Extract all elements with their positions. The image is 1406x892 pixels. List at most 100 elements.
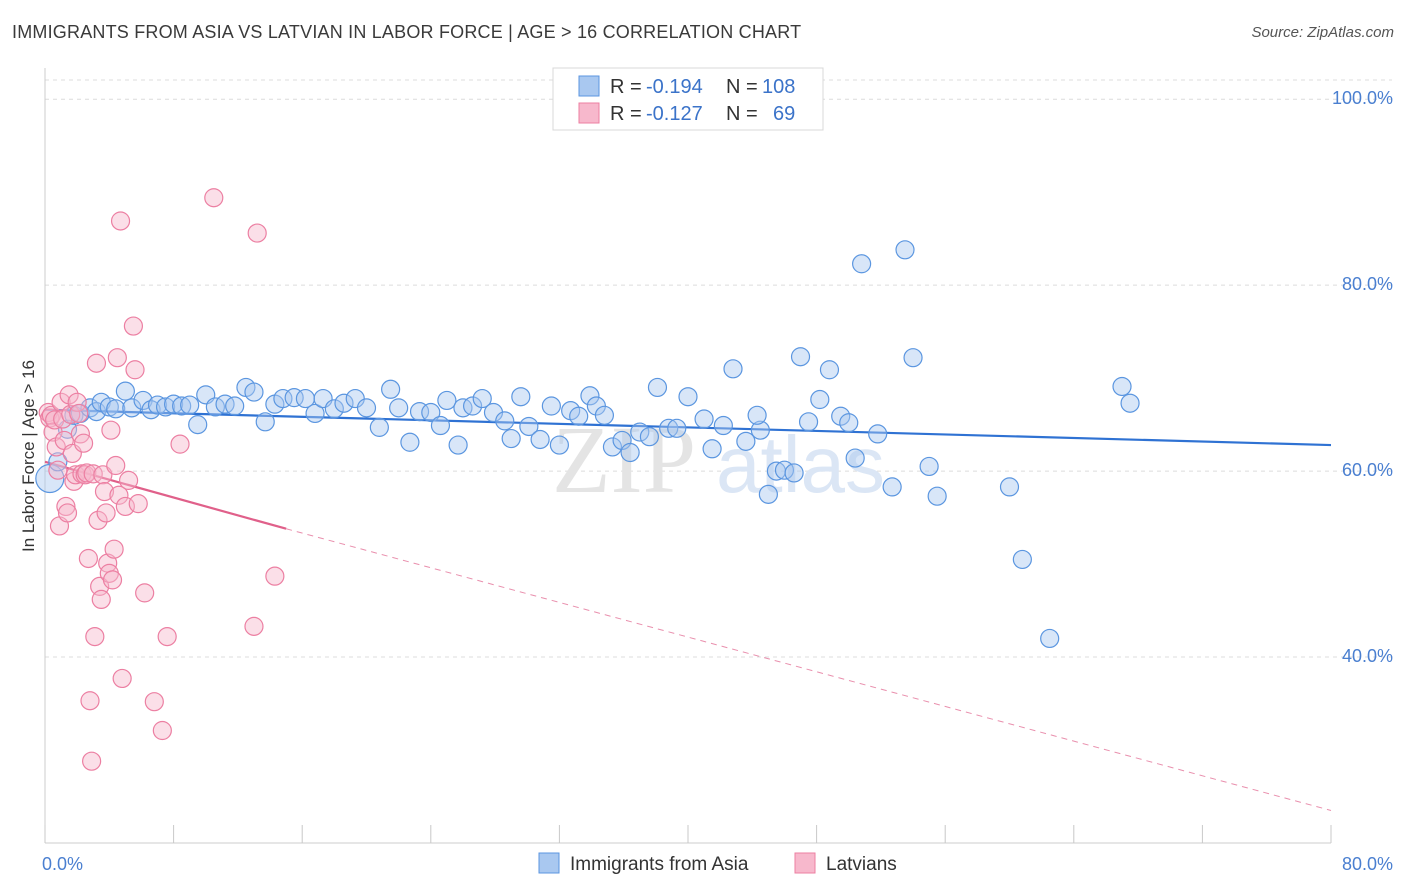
point-1-6: [48, 460, 68, 480]
point-1-27: [82, 751, 102, 771]
point-0-66: [639, 427, 660, 447]
point-0-44: [437, 390, 457, 411]
legend-n-value-asia: 108: [762, 76, 795, 98]
point-1-19: [69, 403, 89, 424]
point-1-14: [61, 404, 81, 424]
point-0-85: [819, 360, 840, 380]
point-0-94: [919, 456, 939, 477]
legend-swatch-asia: [578, 75, 600, 97]
point-0-47: [462, 396, 483, 416]
point-1-41: [104, 539, 124, 559]
point-1-43: [107, 348, 127, 368]
point-1-30: [86, 353, 107, 373]
point-0-26: [255, 412, 275, 432]
y-tick-labels: 100.0% 80.0% 60.0% 40.0%: [1332, 88, 1393, 666]
point-0-82: [790, 347, 811, 367]
point-0-61: [594, 405, 615, 425]
point-1-31: [88, 510, 108, 530]
trendline-1: [44, 460, 287, 530]
legend-swatch-latvians: [578, 102, 600, 124]
point-1-55: [157, 626, 177, 647]
point-1-60: [265, 566, 285, 586]
point-0-70: [678, 387, 698, 407]
legend-r-label-asia: R =: [610, 76, 642, 98]
point-0-33: [324, 399, 344, 419]
legend-n-value-latvians: 69: [773, 103, 795, 125]
point-1-59: [244, 616, 264, 636]
y-tick-label-3: 40.0%: [1342, 646, 1393, 666]
point-1-54: [152, 720, 172, 741]
point-0-9: [106, 399, 126, 419]
point-1-35: [94, 481, 115, 502]
point-0-86: [831, 406, 851, 426]
point-1-39: [101, 420, 121, 440]
point-0-31: [305, 403, 325, 424]
point-1-58: [247, 223, 267, 243]
legend-n-label-latvians: N =: [726, 103, 758, 125]
axes: [44, 68, 1332, 844]
point-1-46: [112, 668, 132, 689]
point-0-97: [1012, 549, 1032, 570]
point-0-11: [122, 398, 142, 418]
point-0-39: [389, 398, 409, 418]
point-1-5: [46, 437, 66, 457]
point-1-57: [204, 188, 224, 208]
bottom-legend-swatch-asia: [538, 852, 560, 874]
point-0-43: [430, 415, 451, 436]
point-0-48: [472, 388, 492, 409]
point-1-22: [73, 433, 94, 453]
point-0-64: [620, 442, 640, 463]
point-0-76: [750, 420, 770, 440]
source-label: Source: ZipAtlas.com: [1251, 24, 1394, 41]
point-0-17: [172, 396, 192, 416]
point-0-88: [845, 448, 865, 468]
bottom-legend: Immigrants from Asia Latvians: [538, 852, 897, 875]
x-tick-label-0: 0.0%: [42, 854, 83, 874]
x-tick-label-1: 80.0%: [1342, 854, 1393, 874]
point-0-1: [48, 452, 68, 472]
point-0-95: [927, 486, 947, 506]
point-0-40: [400, 432, 420, 452]
point-0-8: [99, 397, 119, 417]
point-0-69: [667, 418, 687, 438]
y-tick-label-0: 100.0%: [1332, 88, 1393, 108]
point-0-73: [713, 415, 733, 436]
point-1-45: [110, 211, 131, 231]
point-1-49: [123, 316, 144, 336]
x-tick-labels: 0.0% 80.0%: [42, 854, 1393, 874]
gridlines: [45, 79, 1392, 658]
point-0-99: [1112, 376, 1132, 397]
point-1-34: [93, 465, 113, 485]
y-axis-label: In Labor Force | Age > 16: [19, 360, 38, 552]
point-0-42: [421, 402, 441, 423]
point-0-14: [147, 395, 168, 415]
legend-r-value-asia: -0.194: [646, 76, 703, 98]
point-1-26: [80, 691, 100, 711]
point-0-2: [57, 419, 78, 439]
point-0-23: [225, 396, 245, 416]
point-1-56: [170, 434, 190, 454]
point-1-33: [91, 589, 111, 610]
point-1-53: [144, 692, 164, 712]
point-1-52: [135, 583, 155, 603]
point-1-36: [96, 503, 116, 523]
point-0-56: [549, 435, 570, 455]
point-0-91: [882, 477, 902, 497]
point-1-48: [118, 470, 139, 490]
point-0-75: [736, 431, 756, 451]
point-0-100: [1120, 393, 1140, 413]
point-0-78: [758, 484, 778, 504]
points-series-asia: [35, 240, 1140, 649]
point-0-58: [569, 406, 589, 426]
legend-box: R = -0.194 N = 108 R = -0.127 N = 69: [552, 67, 824, 131]
point-1-12: [57, 503, 78, 523]
point-1-11: [56, 496, 76, 517]
point-1-28: [83, 464, 103, 484]
point-1-25: [78, 548, 99, 569]
point-0-55: [541, 396, 561, 416]
chart-title: IMMIGRANTS FROM ASIA VS LATVIAN IN LABOR…: [12, 22, 802, 42]
point-0-19: [188, 415, 208, 435]
point-0-68: [659, 418, 679, 438]
point-0-72: [702, 439, 722, 459]
bottom-legend-swatch-latvians: [794, 852, 816, 874]
